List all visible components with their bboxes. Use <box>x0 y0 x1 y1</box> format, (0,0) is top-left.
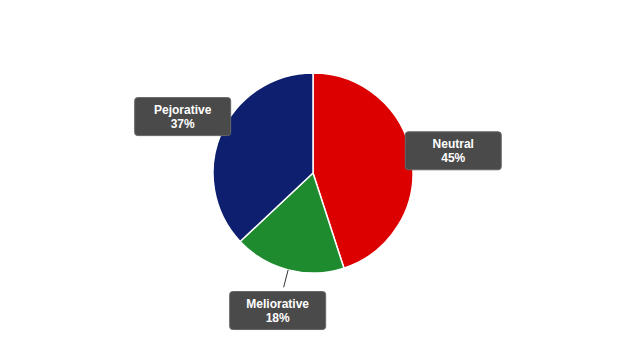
svg-text:Pejorative37%: Pejorative37% <box>154 103 212 131</box>
svg-text:Neutral45%: Neutral45% <box>433 137 474 165</box>
svg-text:Meliorative18%: Meliorative18% <box>246 297 309 325</box>
